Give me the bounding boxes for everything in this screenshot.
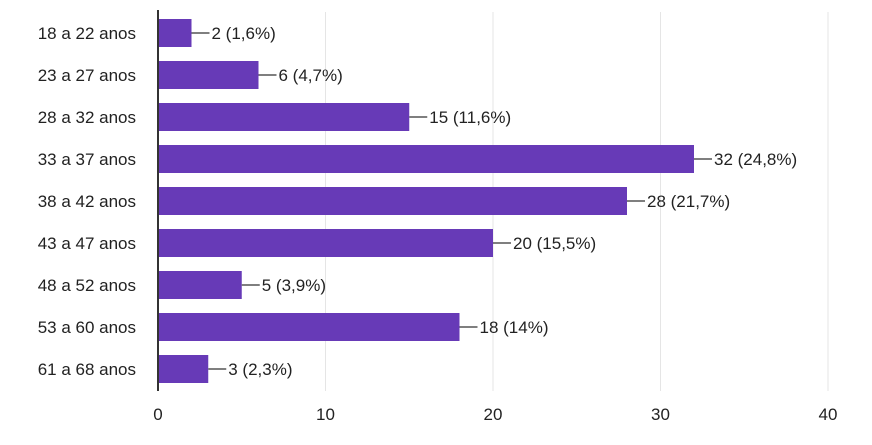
category-label: 61 a 68 anos: [38, 360, 136, 379]
data-label: 5 (3,9%): [262, 276, 326, 295]
x-tick-label: 0: [153, 405, 162, 424]
bar: [158, 19, 192, 47]
bar: [158, 187, 627, 215]
x-tick-label: 10: [316, 405, 335, 424]
bars: [158, 19, 694, 383]
bar: [158, 229, 493, 257]
data-label: 32 (24,8%): [714, 150, 797, 169]
category-label: 38 a 42 anos: [38, 192, 136, 211]
category-label: 53 a 60 anos: [38, 318, 136, 337]
data-label: 20 (15,5%): [513, 234, 596, 253]
bar: [158, 271, 242, 299]
bar: [158, 103, 410, 131]
category-labels: 18 a 22 anos 23 a 27 anos 28 a 32 anos 33 a…: [38, 24, 136, 379]
bar: [158, 145, 694, 173]
data-label: 2 (1,6%): [212, 24, 276, 43]
category-label: 43 a 47 anos: [38, 234, 136, 253]
x-tick-label: 30: [651, 405, 670, 424]
data-label: 18 (14%): [480, 318, 549, 337]
category-label: 18 a 22 anos: [38, 24, 136, 43]
bar: [158, 61, 259, 89]
category-label: 28 a 32 anos: [38, 108, 136, 127]
bar: [158, 355, 209, 383]
category-label: 23 a 27 anos: [38, 66, 136, 85]
category-label: 48 a 52 anos: [38, 276, 136, 295]
x-tick-label: 20: [484, 405, 503, 424]
x-tick-label: 40: [819, 405, 838, 424]
data-label: 28 (21,7%): [647, 192, 730, 211]
data-label: 6 (4,7%): [279, 66, 343, 85]
data-labels: 2 (1,6%) 6 (4,7%) 15 (11,6%) 32 (24,8%) 28 (…: [191, 24, 797, 379]
category-label: 33 a 37 anos: [38, 150, 136, 169]
data-label: 15 (11,6%): [429, 108, 511, 127]
data-label: 3 (2,3%): [228, 360, 292, 379]
x-axis-ticks: 0 10 20 30 40: [153, 405, 837, 424]
bar: [158, 313, 460, 341]
